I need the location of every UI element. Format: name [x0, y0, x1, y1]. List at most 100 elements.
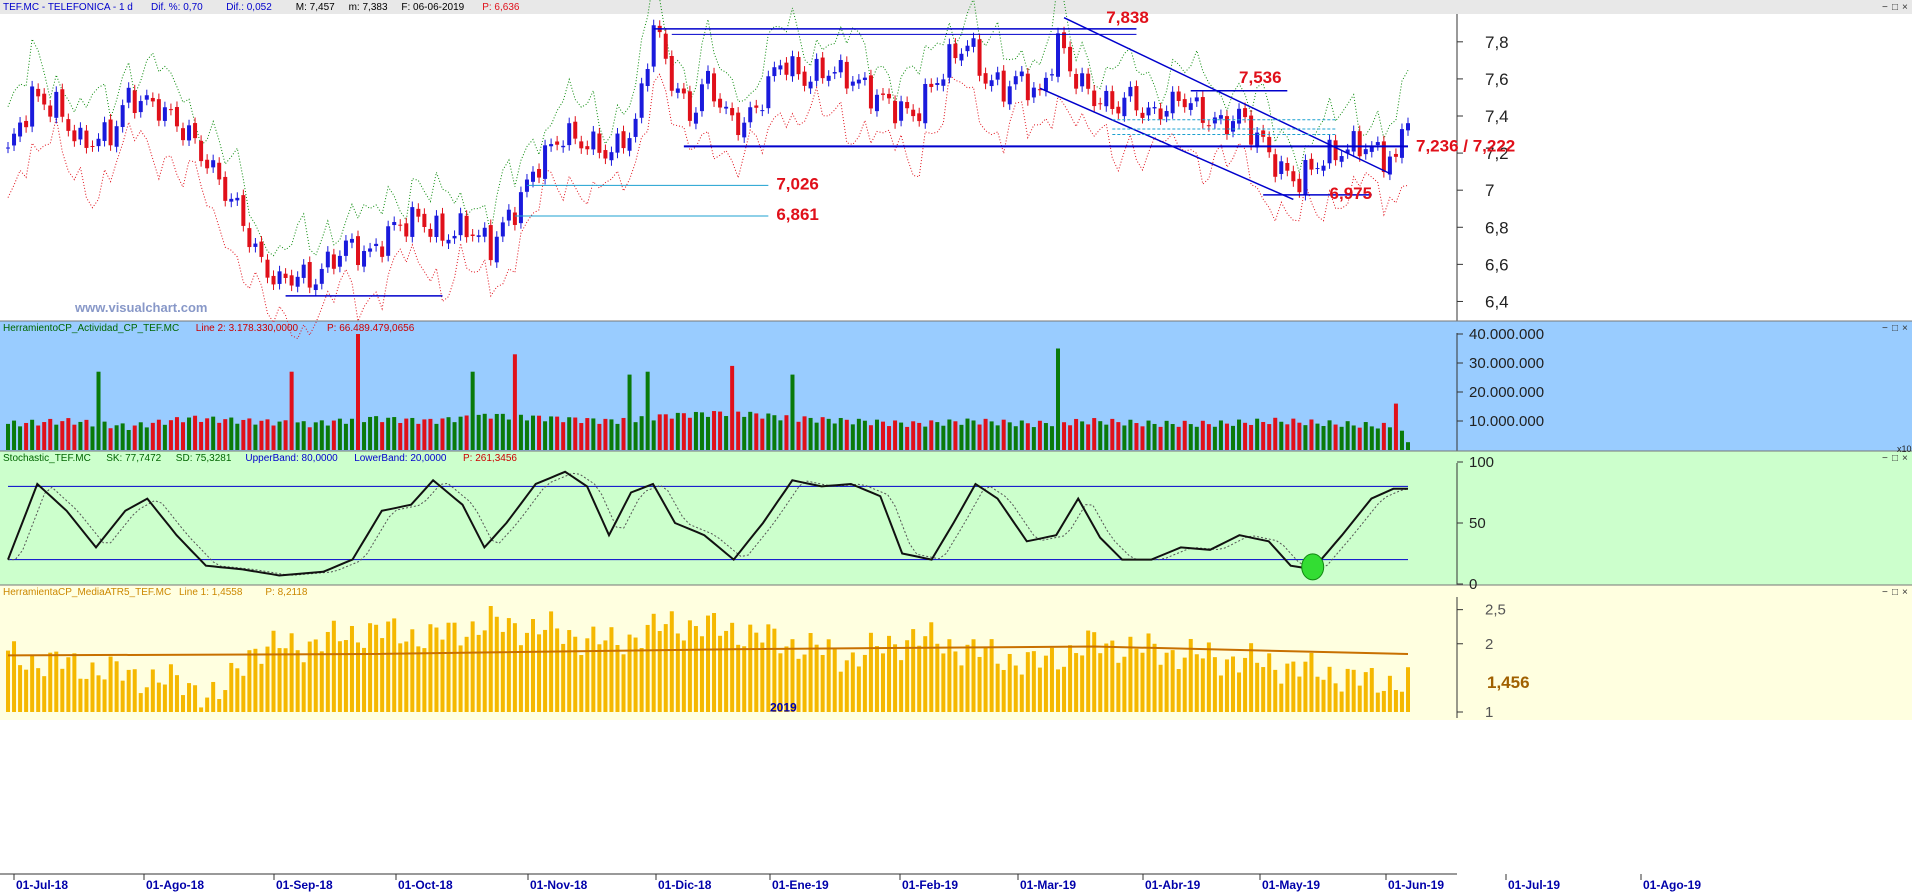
volume-bar: [1122, 425, 1127, 450]
candle-body: [977, 39, 982, 76]
candle-body: [796, 57, 801, 75]
candle-body: [458, 213, 463, 236]
candle-body: [12, 133, 17, 146]
price-header-item: m: 7,383: [349, 2, 388, 13]
candle-body: [319, 268, 324, 284]
atr-bar: [96, 675, 101, 712]
volume-bar: [108, 428, 113, 450]
candle-body: [1363, 149, 1368, 155]
atr-bar: [150, 669, 155, 712]
atr-bar: [1182, 657, 1187, 712]
atr-bar: [470, 621, 475, 712]
atr-bar: [1333, 683, 1338, 712]
candle-body: [506, 209, 511, 221]
volume-header-item: HerramientoCP_Actividad_CP_TEF.MC: [3, 323, 179, 334]
atr-bar: [1273, 669, 1278, 712]
volume-bar: [820, 417, 825, 450]
atr-bar: [856, 666, 861, 712]
atr-bar: [18, 665, 23, 712]
stochastic-header-item: P: 261,3456: [463, 453, 517, 464]
candle-body: [1406, 123, 1410, 131]
atr-bar: [621, 654, 626, 712]
candle-body: [651, 25, 656, 67]
candle-body: [235, 197, 240, 201]
atr-bar: [54, 651, 59, 712]
atr-bar: [386, 621, 391, 712]
volume-bar: [78, 421, 83, 450]
atr-bar: [832, 648, 837, 712]
candle-body: [84, 130, 89, 148]
volume-bar: [374, 416, 379, 450]
volume-bar: [440, 418, 445, 450]
candle-body: [343, 240, 348, 256]
atr-bar: [531, 619, 535, 712]
candle-body: [893, 100, 898, 124]
atr-bar: [905, 640, 910, 712]
atr-bar: [736, 644, 741, 712]
volume-bar: [193, 415, 198, 450]
atr-bar: [693, 626, 698, 712]
atr-bar: [826, 639, 831, 712]
candle-body: [1357, 131, 1362, 157]
volume-bar: [935, 422, 940, 450]
candle-body: [905, 102, 910, 109]
candle-body: [1074, 73, 1079, 89]
atr-bar: [983, 647, 988, 712]
atr-axis-label: 2: [1485, 636, 1493, 653]
x-axis-label: 01-Jun-19: [1388, 878, 1444, 892]
volume-bar: [404, 418, 409, 450]
atr-axis-label: 2,5: [1485, 602, 1506, 619]
atr-bar: [669, 611, 674, 712]
volume-bar: [331, 420, 336, 450]
atr-bar: [1200, 658, 1205, 712]
atr-bar: [1351, 669, 1356, 712]
volume-bar: [573, 417, 578, 450]
volume-header-item: P: 66.489.479,0656: [327, 323, 415, 334]
volume-bar: [488, 418, 493, 450]
candle-body: [1001, 70, 1006, 102]
candle-body: [362, 251, 367, 267]
candle-body: [718, 98, 723, 108]
volume-bar: [850, 424, 855, 450]
volume-bar: [199, 421, 204, 450]
candle-body: [1369, 146, 1374, 152]
candle-body: [1345, 149, 1350, 154]
volume-bar: [645, 371, 650, 450]
candle-body: [1200, 97, 1205, 123]
price-axis-label: 7,8: [1485, 33, 1509, 52]
x-axis-label: 01-Mar-19: [1020, 878, 1076, 892]
volume-bar: [627, 374, 632, 450]
volume-bar: [802, 416, 807, 450]
volume-window-button-icon: ×: [1902, 323, 1908, 334]
candle-body: [1146, 107, 1151, 116]
volume-bar: [301, 421, 306, 450]
price-axis-label: 6,8: [1485, 218, 1509, 237]
volume-bar: [356, 334, 360, 450]
x-axis-label: 01-May-19: [1262, 878, 1320, 892]
volume-bar: [464, 415, 469, 450]
candle-body: [802, 71, 807, 86]
atr-bar: [60, 668, 65, 712]
atr-bar: [114, 661, 119, 712]
volume-bar: [977, 424, 982, 450]
candle-body: [687, 91, 692, 121]
atr-bar: [1146, 633, 1151, 712]
candle-body: [1285, 162, 1290, 171]
volume-bar: [832, 423, 837, 450]
candle-body: [241, 195, 246, 226]
candle-body: [277, 271, 282, 284]
candle-body: [1122, 97, 1127, 117]
atr-bar: [259, 663, 264, 712]
candle-body: [452, 235, 457, 239]
volume-bar: [42, 422, 47, 450]
volume-bar: [790, 374, 795, 450]
volume-bar: [398, 422, 403, 450]
volume-bar: [126, 429, 131, 450]
atr-bar: [1291, 661, 1296, 712]
stoch-axis-label: 0: [1469, 576, 1477, 593]
atr-bar: [1122, 656, 1127, 712]
candle-body: [784, 62, 789, 75]
atr-bar: [959, 665, 964, 712]
volume-bar: [887, 426, 892, 450]
volume-axis-label: 40.000.000: [1469, 326, 1544, 343]
